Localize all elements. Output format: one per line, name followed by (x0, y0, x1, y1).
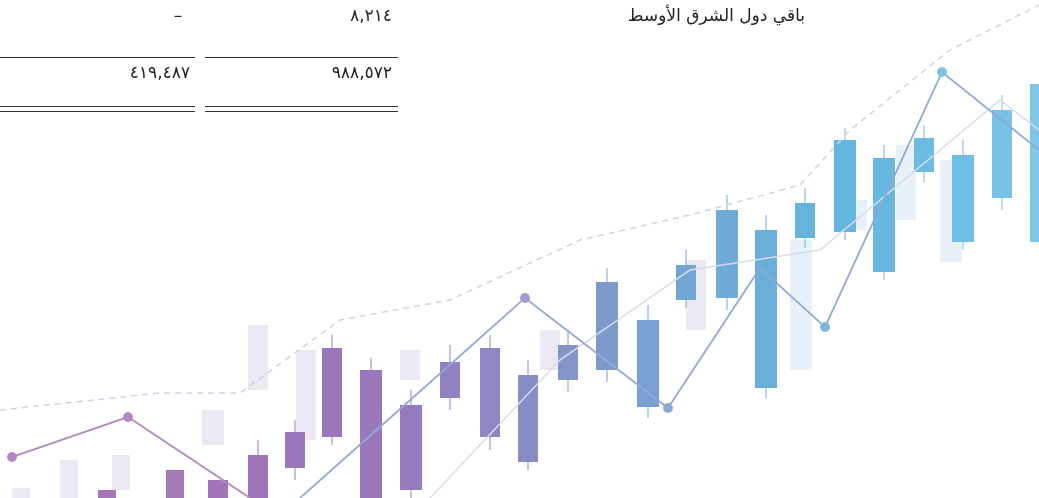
total-current: ٩٨٨,٥٧٢ (331, 63, 392, 83)
sum-rule (0, 57, 195, 58)
total-previous: ٤١٩,٤٨٧ (129, 63, 190, 83)
double-rule (0, 111, 195, 112)
double-rule (205, 106, 398, 107)
sum-rule (205, 57, 398, 58)
candles (98, 84, 1039, 498)
double-rule (0, 106, 195, 107)
row-label: باقي دول الشرق الأوسط (627, 6, 805, 26)
cell-previous: – (173, 6, 183, 26)
double-rule (205, 111, 398, 112)
line-dots (7, 67, 947, 462)
cell-current: ٨,٢١٤ (350, 6, 392, 26)
